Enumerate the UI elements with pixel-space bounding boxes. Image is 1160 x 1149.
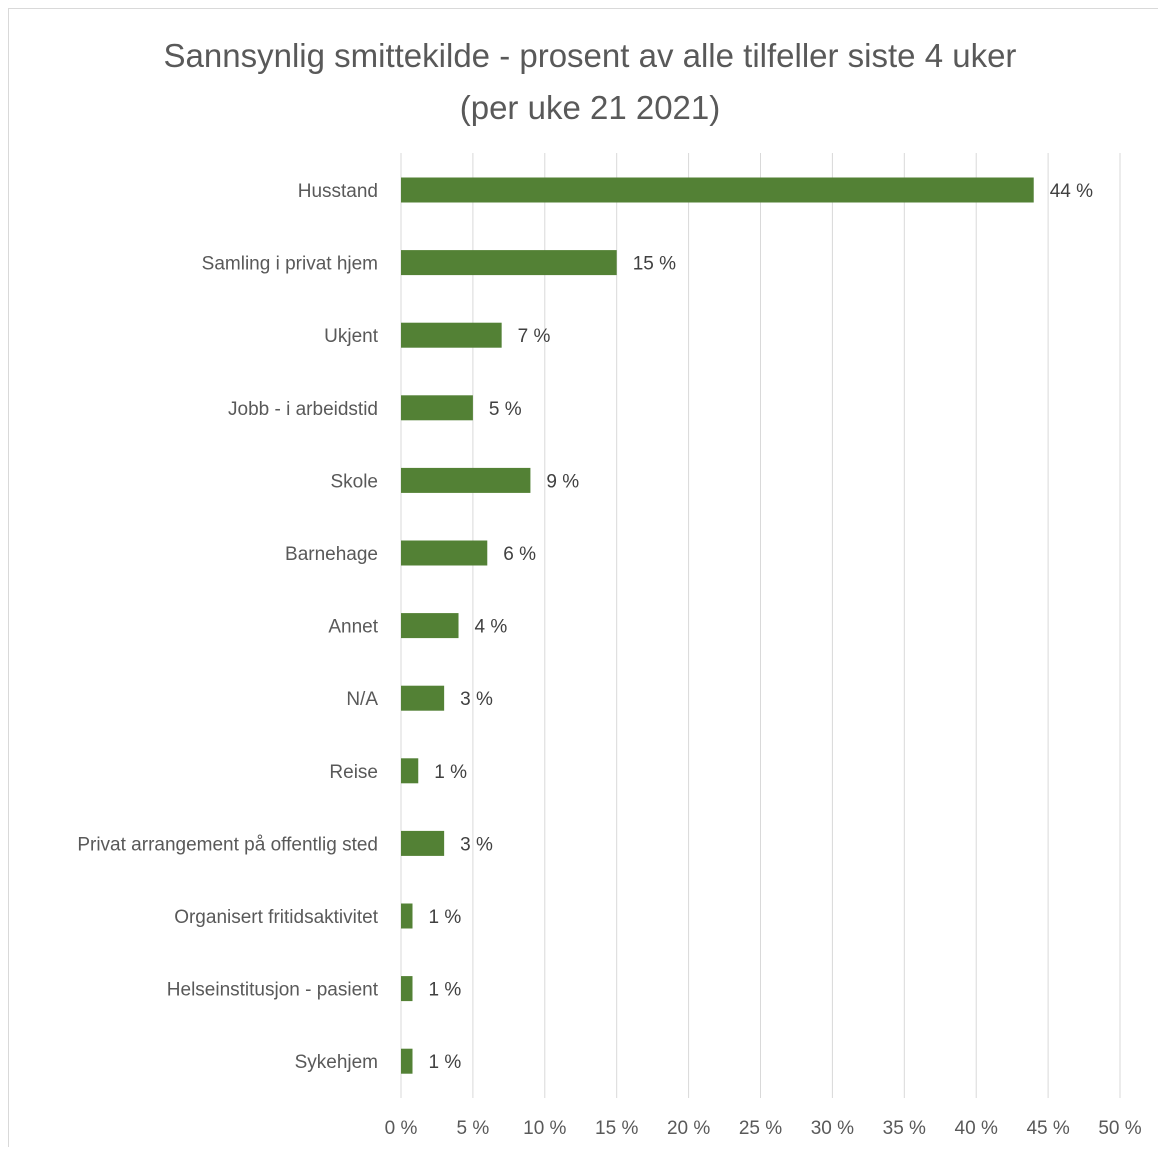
data-label: 4 % xyxy=(475,617,508,638)
category-label: Organisert fritidsaktivitet xyxy=(174,907,379,928)
bar xyxy=(401,395,473,421)
bar xyxy=(401,540,488,566)
category-label: N/A xyxy=(346,689,378,710)
bar xyxy=(401,613,459,639)
chart-frame xyxy=(8,8,1158,1147)
data-label: 3 % xyxy=(460,689,493,710)
x-tick-label: 35 % xyxy=(883,1118,926,1139)
data-label: 1 % xyxy=(434,762,467,783)
chart-subtitle: (per uke 21 2021) xyxy=(459,89,721,126)
x-tick-label: 25 % xyxy=(739,1118,782,1139)
x-tick-label: 40 % xyxy=(955,1118,998,1139)
category-label: Samling i privat hjem xyxy=(202,254,378,275)
bar xyxy=(401,685,445,711)
bar xyxy=(401,830,445,856)
category-label: Reise xyxy=(329,762,378,783)
data-label: 6 % xyxy=(503,544,536,565)
bar xyxy=(401,467,531,493)
category-label: Husstand xyxy=(298,181,378,202)
category-label: Sykehjem xyxy=(295,1052,378,1073)
x-tick-label: 20 % xyxy=(667,1118,710,1139)
x-tick-label: 5 % xyxy=(457,1118,490,1139)
bar xyxy=(401,1048,413,1074)
category-label: Annet xyxy=(328,617,378,638)
chart-title-line1: Sannsynlig smittekilde - prosent av alle… xyxy=(163,37,1017,74)
data-label: 7 % xyxy=(518,326,551,347)
x-tick-label: 50 % xyxy=(1098,1118,1141,1139)
data-label: 1 % xyxy=(429,980,462,1001)
category-label: Skole xyxy=(330,471,378,492)
x-tick-label: 45 % xyxy=(1026,1118,1069,1139)
data-label: 44 % xyxy=(1050,181,1093,202)
category-label: Helseinstitusjon - pasient xyxy=(167,980,379,1001)
x-tick-label: 30 % xyxy=(811,1118,854,1139)
bar xyxy=(401,976,413,1002)
bar xyxy=(401,758,419,784)
category-label: Barnehage xyxy=(285,544,378,565)
x-tick-label: 15 % xyxy=(595,1118,638,1139)
bar xyxy=(401,322,502,348)
bar xyxy=(401,250,617,276)
data-label: 5 % xyxy=(489,399,522,420)
data-label: 3 % xyxy=(460,834,493,855)
chart-title: Sannsynlig smittekilde - prosent av alle… xyxy=(0,30,1160,134)
data-label: 9 % xyxy=(546,471,579,492)
x-tick-label: 10 % xyxy=(523,1118,566,1139)
data-label: 15 % xyxy=(633,254,676,275)
bar xyxy=(401,177,1034,203)
category-label: Jobb - i arbeidstid xyxy=(228,399,378,420)
category-label: Privat arrangement på offentlig sted xyxy=(77,834,378,855)
data-label: 1 % xyxy=(429,907,462,928)
bar xyxy=(401,903,413,929)
data-label: 1 % xyxy=(429,1052,462,1073)
x-tick-label: 0 % xyxy=(385,1118,418,1139)
category-label: Ukjent xyxy=(324,326,379,347)
